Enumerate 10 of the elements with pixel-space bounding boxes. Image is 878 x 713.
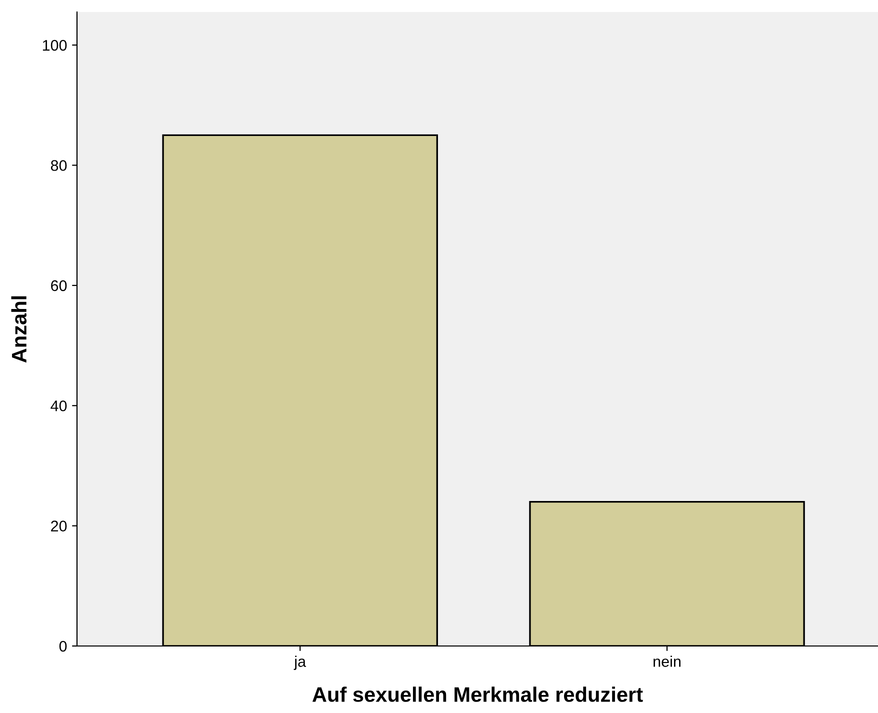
x-tick-label: ja — [294, 656, 306, 670]
y-tick-label: 100 — [42, 40, 67, 51]
y-tick-label: 80 — [50, 160, 67, 171]
x-axis-title: Auf sexuellen Merkmale reduziert — [312, 686, 643, 702]
y-axis-title: Anzahl — [11, 296, 27, 363]
x-tick-label: nein — [654, 656, 680, 667]
y-tick-label: 40 — [50, 400, 67, 412]
y-tick-label: 20 — [51, 520, 67, 532]
y-tick-label: 0 — [59, 640, 67, 652]
y-tick-label: 60 — [51, 280, 67, 292]
